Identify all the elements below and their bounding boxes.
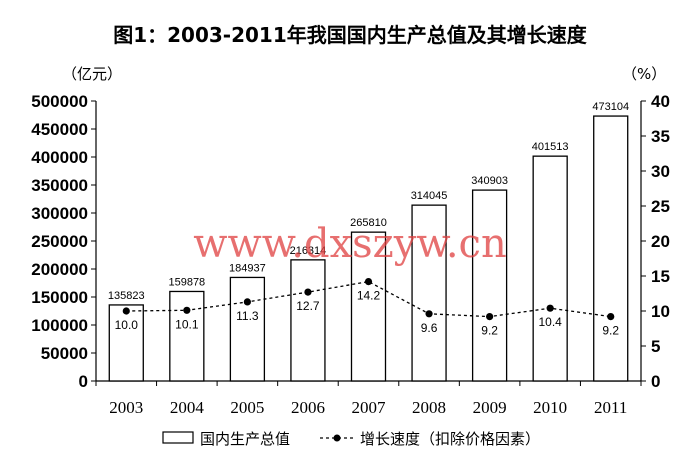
left-tick-label: 150000 [31,288,88,307]
left-axis-unit: （亿元） [62,65,122,83]
legend: 国内生产总值 增长速度（扣除价格因素） [162,430,540,448]
growth-rate-point [486,313,494,321]
gdp-value-label: 135823 [108,290,145,302]
gdp-bar [169,290,205,382]
right-tick-label: 0 [651,372,660,391]
gdp-value-label: 340903 [471,175,508,187]
growth-rate-label: 9.6 [421,321,438,335]
legend-line-marker [333,434,341,442]
right-tick-label: 30 [651,162,670,181]
gdp-value-label: 265810 [350,217,387,229]
right-tick-label: 40 [651,92,670,111]
growth-rate-point [243,298,251,306]
growth-rate-point [122,307,130,315]
growth-rate-point [364,278,373,286]
right-axis-unit: （%） [622,65,666,83]
growth-rate-label: 10.0 [115,318,139,332]
gdp-value-label: 216314 [290,245,327,257]
gdp-value-label: 314045 [411,190,448,202]
axes: 0 50000 100000 150000 200000 250000 300000 3500… [31,92,670,417]
left-tick-label: 200000 [31,260,88,279]
left-tick-label: 400000 [31,148,88,167]
growth-rate-label: 10.4 [538,315,562,329]
right-tick-label: 5 [651,337,660,356]
growth-line [122,278,615,321]
gdp-bar [411,204,447,382]
x-tick-label: 2004 [170,398,205,417]
gdp-value-label: 159878 [168,276,205,288]
left-tick-label: 0 [79,372,88,391]
x-tick-label: 2006 [291,398,325,417]
x-tick-label: 2008 [412,398,446,417]
growth-rate-point [183,306,191,314]
growth-rate-line [126,280,611,318]
gdp-value-label: 473104 [592,101,629,113]
chart-title: 图1：2003-2011年我国国内生产总值及其增长速度 [113,23,588,47]
growth-rate-point [607,313,615,321]
gdp-bar [532,155,568,382]
left-tick-label: 250000 [31,232,88,251]
legend-line-label: 增长速度（扣除价格因素） [360,430,540,448]
left-tick-label: 450000 [31,120,88,139]
growth-rate-label: 10.1 [175,317,199,331]
gdp-bar [229,276,266,382]
right-tick-label: 10 [651,302,670,321]
watermark: www.dxszyw.cn [193,221,506,267]
gdp-bar [471,189,508,382]
gdp-value-label: 184937 [229,262,266,274]
legend-bar-swatch [162,431,194,444]
x-tick-label: 2011 [594,398,627,417]
growth-rate-point [546,304,554,312]
x-tick-label: 2003 [109,398,143,417]
x-tick-label: 2007 [352,398,387,417]
bars [108,115,629,382]
growth-rate-label: 14.2 [357,289,381,303]
right-tick-label: 25 [651,197,670,216]
data-labels: 135823 159878 184937 216314 265810 314045 3409… [108,101,629,338]
growth-rate-label: 9.2 [481,324,498,338]
growth-rate-point [304,288,312,296]
x-tick-label: 2009 [473,398,507,417]
growth-rate-label: 9.2 [602,324,619,338]
gdp-bar [350,231,387,382]
left-tick-label: 500000 [31,92,88,111]
left-tick-label: 100000 [31,316,88,335]
left-tick-label: 50000 [41,344,88,363]
gdp-bar [593,115,629,382]
x-tick-label: 2005 [230,398,264,417]
gdp-value-label: 401513 [532,141,569,153]
gdp-bar [290,259,326,382]
right-tick-label: 35 [651,127,670,146]
left-tick-label: 300000 [31,204,88,223]
x-tick-label: 2010 [533,398,567,417]
left-tick-label: 350000 [31,176,88,195]
growth-rate-point [425,310,433,318]
right-tick-label: 20 [651,232,670,251]
growth-rate-label: 11.3 [236,309,259,323]
legend-bar-label: 国内生产总值 [200,430,290,448]
right-tick-label: 15 [651,267,670,286]
growth-rate-label: 12.7 [296,299,320,313]
gdp-bar [108,304,144,382]
